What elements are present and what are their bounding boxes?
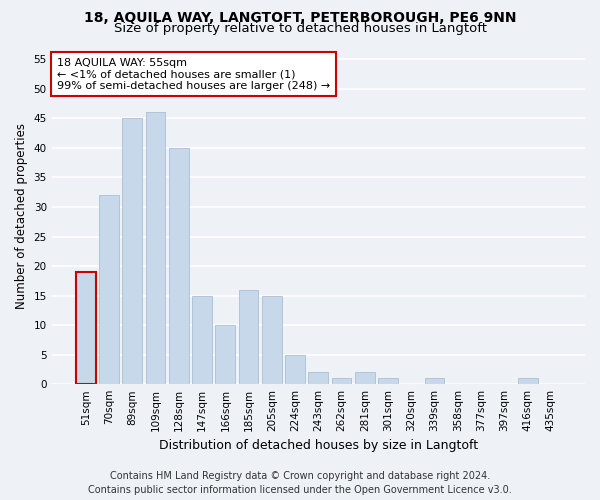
Bar: [215, 325, 235, 384]
Bar: [122, 118, 142, 384]
Bar: [425, 378, 445, 384]
Bar: [308, 372, 328, 384]
Bar: [378, 378, 398, 384]
Text: Size of property relative to detached houses in Langtoft: Size of property relative to detached ho…: [113, 22, 487, 35]
Text: Contains HM Land Registry data © Crown copyright and database right 2024.
Contai: Contains HM Land Registry data © Crown c…: [88, 471, 512, 495]
Bar: [146, 112, 166, 384]
Bar: [332, 378, 352, 384]
X-axis label: Distribution of detached houses by size in Langtoft: Distribution of detached houses by size …: [159, 440, 478, 452]
Text: 18 AQUILA WAY: 55sqm
← <1% of detached houses are smaller (1)
99% of semi-detach: 18 AQUILA WAY: 55sqm ← <1% of detached h…: [57, 58, 330, 91]
Bar: [76, 272, 95, 384]
Y-axis label: Number of detached properties: Number of detached properties: [15, 123, 28, 309]
Bar: [262, 296, 282, 384]
Bar: [355, 372, 375, 384]
Bar: [239, 290, 259, 384]
Bar: [192, 296, 212, 384]
Bar: [518, 378, 538, 384]
Text: 18, AQUILA WAY, LANGTOFT, PETERBOROUGH, PE6 9NN: 18, AQUILA WAY, LANGTOFT, PETERBOROUGH, …: [84, 11, 516, 25]
Bar: [99, 195, 119, 384]
Bar: [169, 148, 188, 384]
Bar: [285, 354, 305, 384]
